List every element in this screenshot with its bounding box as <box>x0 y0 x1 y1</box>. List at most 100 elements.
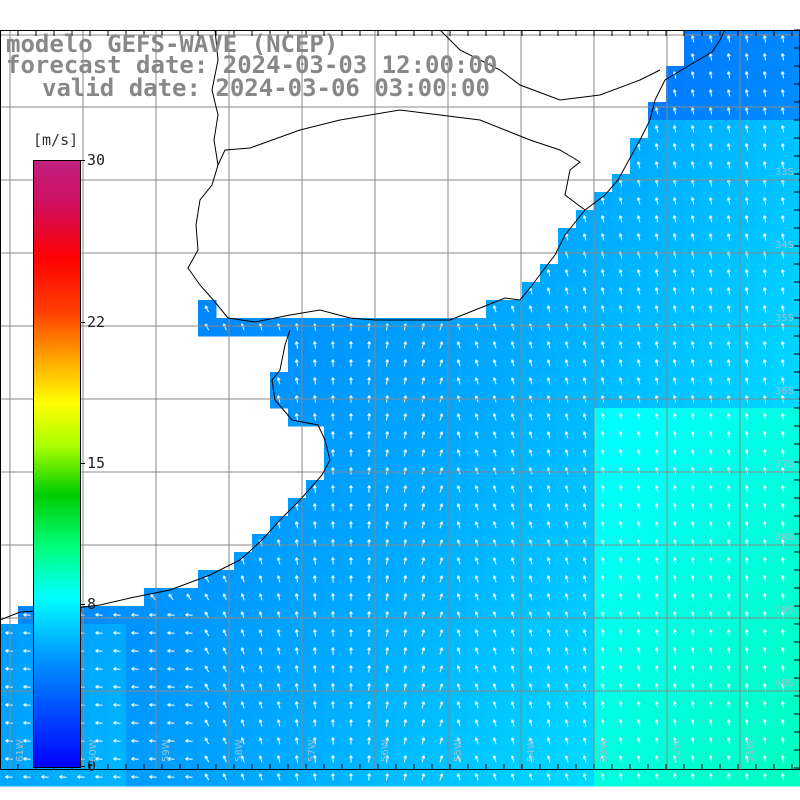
wind-arrow-head <box>782 341 785 345</box>
wind-arrow-head <box>441 773 444 777</box>
wind-arrow-head <box>727 647 731 651</box>
wind-arrow-head <box>601 539 605 543</box>
wind-arrow <box>637 215 641 223</box>
wind-arrow-head <box>709 449 713 453</box>
wind-arrow-head <box>691 359 695 363</box>
wind-arrow-head <box>764 89 767 93</box>
wind-arrow <box>295 737 299 745</box>
wind-arrow <box>23 668 31 670</box>
wind-arrow-head <box>691 377 695 381</box>
wind-arrow-head <box>423 629 426 633</box>
wind-arrow <box>547 737 551 745</box>
wind-arrow <box>457 773 461 781</box>
wind-arrow-head <box>727 143 731 147</box>
wind-arrow-head <box>565 683 569 687</box>
wind-arrow-head <box>493 737 497 741</box>
wind-arrow-head <box>583 395 587 399</box>
wind-arrow <box>745 629 749 637</box>
wind-arrow <box>745 611 749 619</box>
wind-arrow <box>727 323 731 331</box>
wind-arrow-head <box>529 737 533 741</box>
wind-arrow-head <box>637 377 641 381</box>
wind-arrow <box>691 107 695 115</box>
wind-arrow-head <box>277 701 281 705</box>
wind-arrow-head <box>423 611 426 615</box>
wind-arrow-head <box>205 755 209 759</box>
wind-arrow <box>601 467 605 475</box>
wind-arrow <box>763 215 767 223</box>
wind-arrow-head <box>583 431 587 435</box>
wind-arrow-head <box>131 649 135 652</box>
wind-arrow <box>709 665 713 673</box>
wind-arrow <box>601 431 605 439</box>
wind-arrow-head <box>565 701 569 705</box>
wind-arrow <box>727 557 731 565</box>
wind-arrow-head <box>405 395 408 399</box>
wind-arrow <box>619 287 623 295</box>
wind-arrow <box>457 467 461 475</box>
wind-arrow <box>691 179 695 187</box>
wind-arrow <box>167 704 175 706</box>
wind-arrow <box>457 359 461 367</box>
wind-arrow <box>386 413 388 421</box>
wind-arrow-head <box>277 611 281 615</box>
wind-arrow-head <box>601 755 605 759</box>
wind-arrow <box>691 503 695 511</box>
wind-arrow-head <box>5 685 9 688</box>
wind-arrow <box>23 632 31 634</box>
wind-arrow <box>547 305 551 313</box>
wind-arrow-head <box>583 665 587 669</box>
wind-arrow-head <box>350 719 353 723</box>
wind-arrow <box>601 773 605 781</box>
wind-arrow <box>493 449 497 457</box>
title-valid-date: valid date: 2024-03-06 03:00:00 <box>42 74 490 102</box>
wind-arrow-head <box>95 631 99 634</box>
wind-arrow-head <box>405 557 408 561</box>
wind-arrow <box>259 647 263 655</box>
wind-arrow-head <box>387 755 389 759</box>
wind-arrow <box>691 71 695 79</box>
wind-arrow <box>529 413 533 421</box>
colorbar-tick-label: 22 <box>87 312 106 331</box>
wind-arrow-head <box>601 737 605 741</box>
wind-arrow <box>619 773 623 781</box>
wind-arrow <box>241 575 245 583</box>
wind-arrow <box>475 683 479 691</box>
wind-arrow-head <box>296 557 299 561</box>
wind-arrow-head <box>368 665 371 669</box>
wind-arrow <box>113 722 121 724</box>
wind-arrow-head <box>782 539 785 543</box>
wind-arrow-head <box>673 557 677 561</box>
wind-arrow-head <box>529 629 533 633</box>
wind-arrow-head <box>673 449 677 453</box>
wind-arrow-head <box>764 755 767 759</box>
wind-arrow-head <box>655 125 659 129</box>
wind-arrow-head <box>441 557 444 561</box>
wind-arrow-head <box>709 557 713 561</box>
wind-arrow <box>475 557 479 565</box>
wind-arrow-head <box>745 233 749 237</box>
wind-arrow <box>781 593 785 601</box>
wind-arrow-head <box>583 359 587 363</box>
wind-arrow-head <box>223 755 227 758</box>
wind-arrow <box>673 755 677 763</box>
wind-arrow-head <box>113 667 117 670</box>
wind-arrow-head <box>691 269 695 273</box>
wind-arrow-head <box>457 413 461 417</box>
wind-arrow <box>386 665 388 673</box>
wind-arrow-head <box>655 341 659 345</box>
wind-arrow-head <box>475 755 479 759</box>
wind-arrow <box>511 305 515 313</box>
wind-arrow <box>386 359 388 367</box>
wind-arrow-head <box>95 685 99 688</box>
wind-arrow <box>457 323 461 331</box>
wind-arrow-head <box>764 305 767 309</box>
wind-arrow <box>167 614 175 616</box>
wind-arrow-head <box>405 773 408 777</box>
wind-arrow-head <box>583 287 587 291</box>
wind-arrow <box>167 650 175 652</box>
wind-arrow-head <box>691 107 695 111</box>
wind-arrow <box>745 143 749 151</box>
wind-arrow <box>745 521 749 529</box>
wind-arrow <box>763 503 767 511</box>
